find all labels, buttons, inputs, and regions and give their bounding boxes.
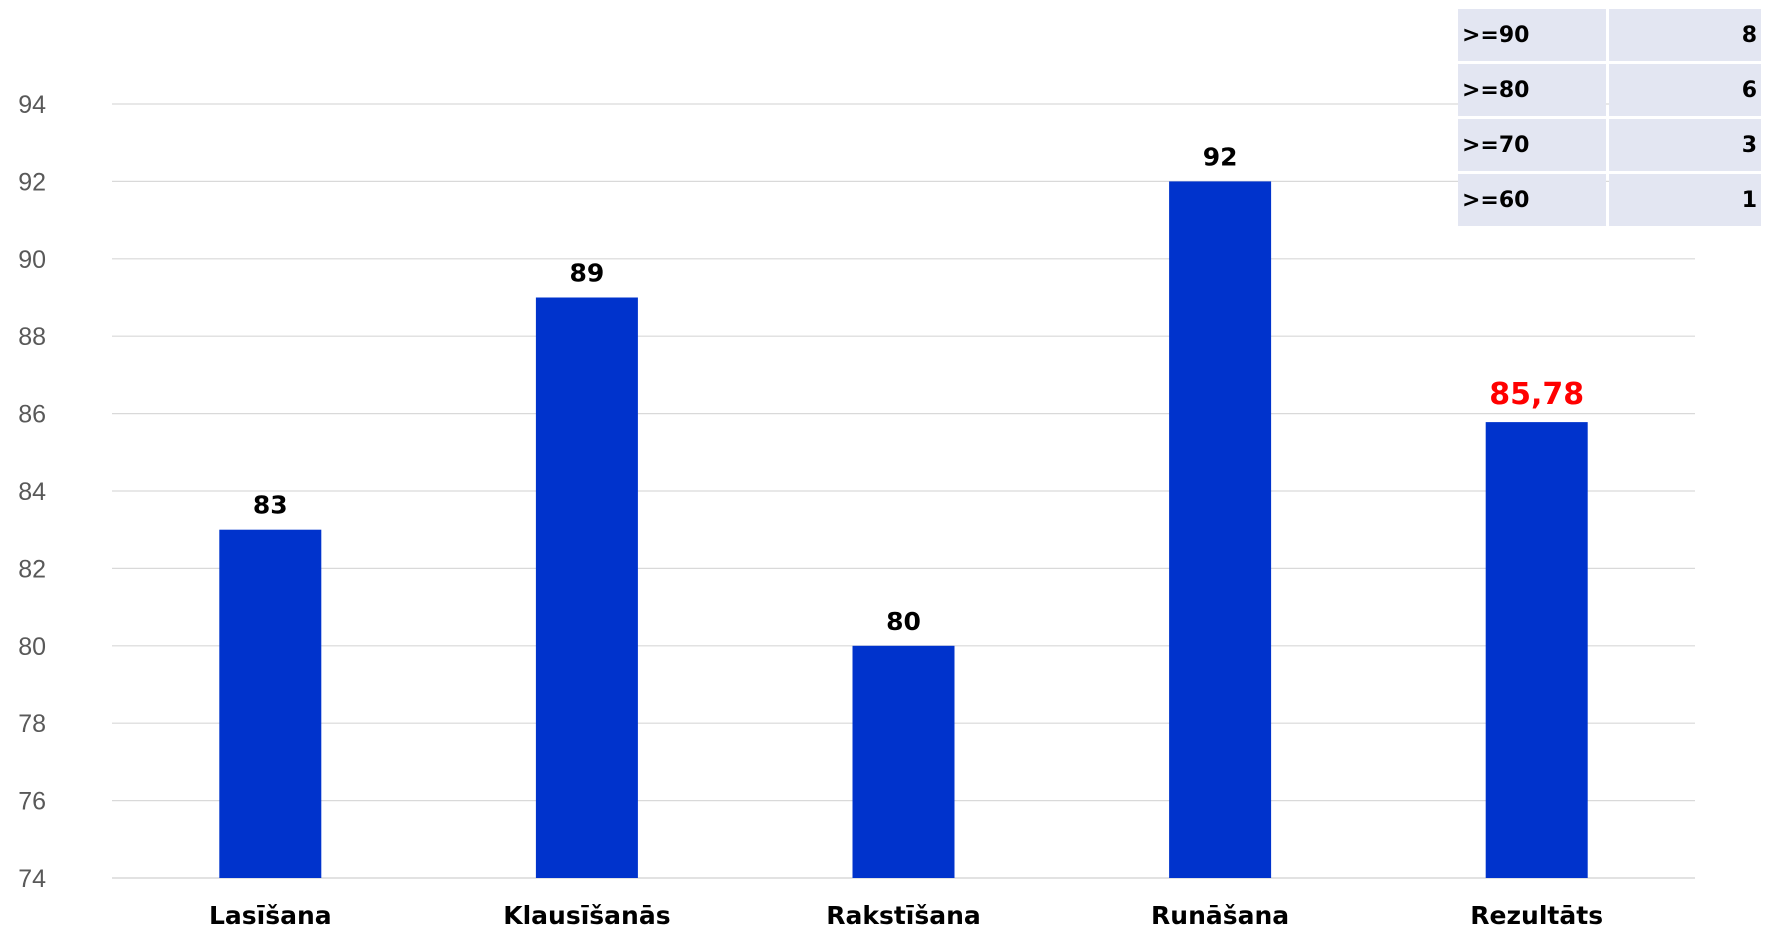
table-row: >=70 3 <box>1458 119 1761 171</box>
y-tick-label: 80 <box>18 633 46 661</box>
y-tick-label: 82 <box>18 555 46 583</box>
count-cell: 6 <box>1609 64 1761 116</box>
count-cell: 8 <box>1609 9 1761 61</box>
y-tick-label: 92 <box>18 168 46 196</box>
y-tick-label: 78 <box>18 710 46 738</box>
category-labels: Lasīšana Klausīšanās Rakstīšana Runāšana Rez… <box>209 901 1603 930</box>
x-category-label: Runāšana <box>1151 901 1289 930</box>
bar <box>1485 422 1588 878</box>
x-category-label: Rezultāts <box>1470 901 1603 930</box>
x-category-label: Lasīšana <box>209 901 332 930</box>
bar <box>219 529 322 878</box>
threshold-cell: >=70 <box>1458 119 1606 171</box>
x-category-label: Rakstīšana <box>826 901 981 930</box>
threshold-cell: >=90 <box>1458 9 1606 61</box>
y-axis-ticks: 74 76 78 80 82 84 86 88 90 92 94 <box>18 91 46 893</box>
bar <box>1169 181 1272 878</box>
bar <box>852 645 955 878</box>
y-tick-label: 94 <box>18 91 46 119</box>
y-tick-label: 84 <box>18 478 46 506</box>
y-tick-label: 74 <box>18 865 46 893</box>
table-row: >=60 1 <box>1458 174 1761 226</box>
y-tick-label: 86 <box>18 401 46 429</box>
data-label: 85,78 <box>1489 377 1584 412</box>
y-tick-label: 90 <box>18 246 46 274</box>
score-distribution-table: >=90 8 >=80 6 >=70 3 >=60 1 <box>1455 6 1764 229</box>
table-row: >=80 6 <box>1458 64 1761 116</box>
x-category-label: Klausīšanās <box>503 901 670 930</box>
table-row: >=90 8 <box>1458 9 1761 61</box>
y-tick-label: 88 <box>18 323 46 351</box>
data-label: 83 <box>253 491 288 520</box>
count-cell: 3 <box>1609 119 1761 171</box>
grid-lines <box>112 103 1695 879</box>
data-label: 92 <box>1203 142 1238 171</box>
count-cell: 1 <box>1609 174 1761 226</box>
data-label: 89 <box>570 259 605 288</box>
data-labels: 83 89 80 92 85,78 <box>253 142 1584 635</box>
bar <box>535 297 638 878</box>
bars <box>219 181 1588 878</box>
threshold-cell: >=80 <box>1458 64 1606 116</box>
threshold-cell: >=60 <box>1458 174 1606 226</box>
y-tick-label: 76 <box>18 788 46 816</box>
data-label: 80 <box>886 607 921 636</box>
